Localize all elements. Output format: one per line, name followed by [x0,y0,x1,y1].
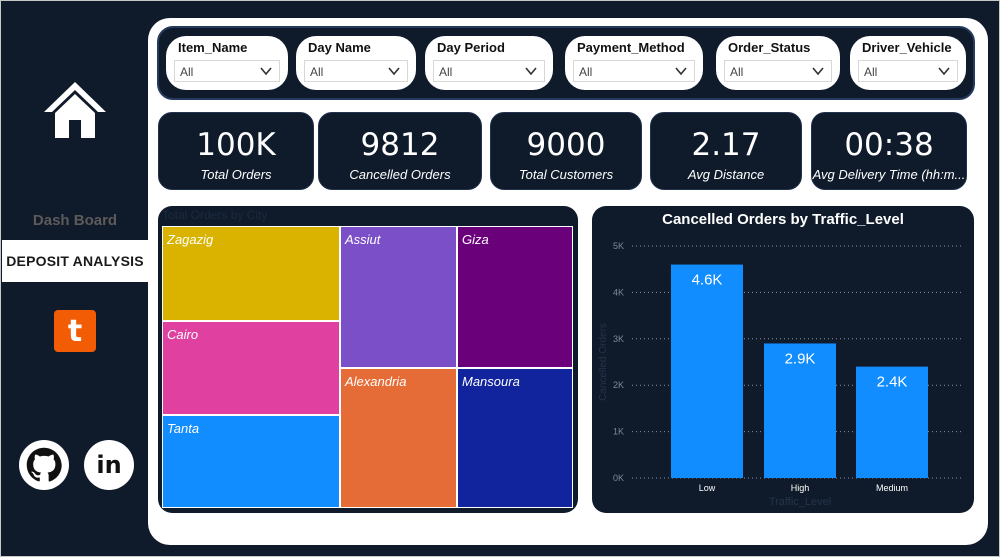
day-period-dropdown[interactable]: All [433,60,545,82]
kpi-total-orders: 100K Total Orders [158,112,314,190]
slicer-day-name: Day Name All [296,36,416,90]
chevron-down-icon [675,67,687,76]
slicer-day-period: Day Period All [425,36,553,90]
dropdown-value: All [579,65,593,79]
treemap-cell-assiut[interactable]: Assiut [340,226,457,368]
bar [671,264,743,478]
treemap-cell-label: Zagazig [167,232,214,247]
treemap-cell-label: Mansoura [462,374,520,389]
dropdown-value: All [180,65,194,79]
y-tick-label: 5K [613,241,624,251]
github-logo [26,447,62,482]
kpi-label: Avg Delivery Time (hh:m... [812,167,966,182]
treemap-cell-label: Giza [462,232,489,247]
x-axis-title: Traffic_Level [769,496,831,508]
treemap-cell-zagazig[interactable]: Zagazig [162,226,340,321]
kpi-avg-distance: 2.17 Avg Distance [650,112,802,190]
slicer-driver-vehicle: Driver_Vehicle All [850,36,966,90]
kpi-value: 9812 [360,127,440,163]
treemap-cell-alexandria[interactable]: Alexandria [340,368,457,508]
y-tick-label: 3K [613,334,624,344]
y-tick-label: 1K [613,427,624,437]
bar-chart-title: Cancelled Orders by Traffic_Level [662,211,904,228]
treemap-cell-label: Tanta [167,421,200,436]
treemap-cell-mansoura[interactable]: Mansoura [457,368,573,508]
dropdown-value: All [310,65,324,79]
kpi-label: Avg Distance [687,167,765,182]
kpi-label: Total Orders [200,167,272,182]
kpi-value: 00:38 [844,127,934,163]
chevron-down-icon [938,67,950,76]
bar-data-label: 4.6K [692,272,723,289]
y-tick-label: 0K [613,473,624,483]
linkedin-letters: in [96,451,122,479]
dropdown-value: All [864,65,878,79]
day-name-dropdown[interactable]: All [304,60,408,82]
kpi-cancelled-orders: 9812 Cancelled Orders [318,112,482,190]
slicer-label: Order_Status [728,40,811,55]
kpi-value: 2.17 [691,127,761,163]
home-icon[interactable] [42,80,108,140]
sidebar: Dash Board DEPOSIT ANALYSIS t in [0,0,150,557]
x-tick-label: Low [699,483,716,493]
chevron-down-icon [525,67,537,76]
treemap-title: Total Orders by City [162,208,268,222]
chevron-down-icon [260,67,272,76]
y-axis-title: Cancelled Orders [598,323,609,401]
kpi-avg-delivery-time: 00:38 Avg Delivery Time (hh:m... [811,112,967,190]
treemap-cell-tanta[interactable]: Tanta [162,415,340,508]
x-tick-label: High [791,483,810,493]
slicer-label: Driver_Vehicle [862,40,952,55]
tumblr-letter: t [67,313,83,349]
bar [856,366,928,478]
treemap-cell-label: Assiut [345,232,381,247]
y-tick-label: 2K [613,380,624,390]
kpi-value: 100K [196,127,276,163]
linkedin-icon[interactable]: in [84,440,134,490]
dropdown-value: All [730,65,744,79]
x-tick-label: Medium [876,483,908,493]
chevron-down-icon [812,67,824,76]
kpi-total-customers: 9000 Total Customers [490,112,642,190]
treemap-cell-cairo[interactable]: Cairo [162,321,340,415]
slicer-payment-method: Payment_Method All [565,36,703,90]
nav-deposit-analysis-button[interactable]: DEPOSIT ANALYSIS [2,240,148,282]
driver-vehicle-dropdown[interactable]: All [858,60,958,82]
dropdown-value: All [439,65,453,79]
slicer-label: Payment_Method [577,40,685,55]
slicer-item-name: Item_Name All [166,36,288,90]
bar-data-label: 2.9K [785,350,816,367]
kpi-label: Cancelled Orders [349,167,451,182]
order-status-dropdown[interactable]: All [724,60,832,82]
kpi-label: Total Customers [518,167,614,182]
bar-data-label: 2.4K [877,374,908,391]
treemap-cell-label: Alexandria [345,374,407,389]
treemap-cell-giza[interactable]: Giza [457,226,573,368]
payment-method-dropdown[interactable]: All [573,60,695,82]
cancelled-by-traffic-chart: 0K 1K 2K 3K 4K 5K 4.6K Low 2.9K High 2.4K Medium Tra… [598,241,964,508]
bar [764,343,836,478]
tumblr-icon[interactable]: t [54,310,96,352]
treemap-cell-label: Cairo [167,327,199,342]
y-tick-label: 4K [613,287,624,297]
nav-dashboard-link[interactable]: Dash Board [32,212,118,229]
slicer-label: Day Period [437,40,505,55]
slicer-order-status: Order_Status All [716,36,840,90]
item-name-dropdown[interactable]: All [174,60,280,82]
slicer-label: Item_Name [178,40,248,55]
github-icon[interactable] [19,440,69,490]
kpi-value: 9000 [526,127,606,163]
slicer-label: Day Name [308,40,371,55]
chevron-down-icon [388,67,400,76]
